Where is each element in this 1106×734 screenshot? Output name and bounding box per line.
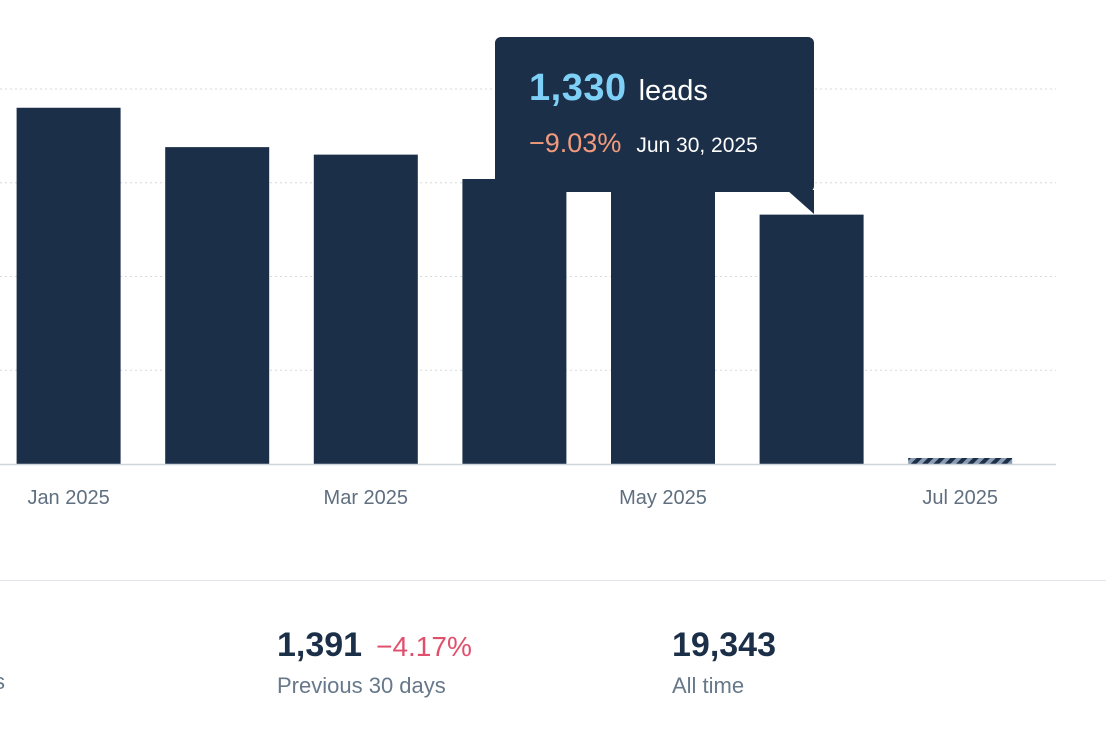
bar-jan-2025[interactable] [16, 107, 121, 464]
x-tick-label: May 2025 [619, 487, 707, 509]
section-divider [0, 580, 1106, 581]
bar-mar-2025[interactable] [313, 154, 418, 464]
stat-all-time-label: All time [672, 673, 745, 698]
bar-partial-jul-2025[interactable] [908, 458, 1013, 464]
bar-feb-2025[interactable] [165, 147, 270, 464]
bar-tooltip: 1,330 leads −9.03% Jun 30, 2025 [495, 37, 814, 192]
x-tick-label: Mar 2025 [324, 487, 409, 509]
bar-chart: Jan 2025 Mar 2025 May 2025 Jul 2025 [0, 88, 1056, 509]
x-tick-label: Jul 2025 [922, 487, 998, 509]
bar-may-2025[interactable] [611, 189, 715, 464]
stat-previous-value: 1,391 [277, 626, 363, 664]
stat-previous-change: −4.17% [376, 631, 472, 662]
tooltip-value: 1,330 [529, 67, 627, 109]
stat-label-truncated: s [0, 669, 5, 695]
tooltip-unit: leads [638, 75, 708, 107]
tooltip-pointer [787, 190, 814, 214]
x-tick-label: Jan 2025 [27, 487, 109, 509]
bar-apr-2025[interactable] [462, 179, 567, 464]
stat-previous-label: Previous 30 days [277, 673, 446, 698]
bar-jun-2025[interactable] [759, 214, 864, 464]
stat-previous-30-days: 1,391 −4.17% Previous 30 days [277, 626, 472, 699]
tooltip-change: −9.03% [529, 128, 622, 158]
stat-all-time: 19,343 All time [672, 626, 776, 699]
tooltip-date: Jun 30, 2025 [636, 134, 758, 157]
stat-all-time-value: 19,343 [672, 626, 776, 664]
